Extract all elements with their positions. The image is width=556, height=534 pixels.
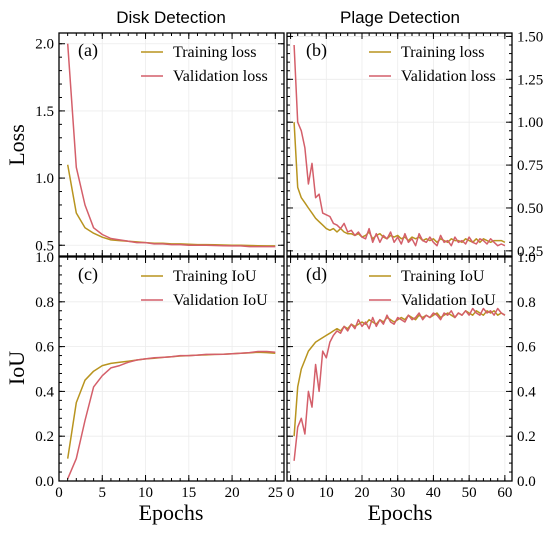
- xlabel-plage: Epochs: [368, 500, 433, 525]
- y-tick-label: 1.25: [517, 72, 543, 88]
- panel-d: 0.0 0.2 0.4 0.6 0.8 1.0 0 10 20 30 40 50 60 (d) Traini…: [286, 250, 536, 501]
- y-tick-label: 0.8: [517, 295, 536, 311]
- y-tick-label: 0.6: [517, 340, 536, 356]
- series-line-a-validation: [66, 43, 276, 248]
- x-tick-label: 50: [462, 485, 477, 501]
- y-tick-label: 1.0: [35, 171, 54, 187]
- x-tick-label: 10: [138, 485, 153, 501]
- panel-tag-c: (c): [78, 264, 98, 285]
- ticks-a: [58, 33, 285, 256]
- axes-frame-c: [58, 256, 285, 482]
- y-tick-label: 0.5: [35, 238, 54, 254]
- panel-a: 0.5 1.0 1.5 2.0 (a) Training loss Validation l…: [35, 32, 285, 257]
- ticks-c: [58, 256, 285, 482]
- panel-b: 0.25 0.50 0.75 1.00 1.25 1.50 (b) Training loss…: [286, 29, 543, 260]
- y-tick-label: 0.6: [35, 340, 54, 356]
- legend-b: Training loss Validation loss: [369, 44, 496, 85]
- legend-d: Training IoU Validation IoU: [369, 268, 496, 309]
- x-tick-label: 25: [268, 485, 283, 501]
- series-line-d-training: [293, 310, 506, 437]
- legend-label: Training IoU: [401, 268, 485, 285]
- legend-label: Validation IoU: [401, 292, 496, 309]
- xlabel-disk: Epochs: [139, 500, 204, 525]
- axes-frame-b: [286, 32, 513, 257]
- y-tick-label: 0.8: [35, 295, 54, 311]
- y-tick-label: 2.0: [35, 37, 54, 53]
- y-tick-label: 1.5: [35, 104, 54, 120]
- y-tick-label: 1.0: [517, 250, 536, 266]
- legend-label: Training IoU: [173, 268, 257, 285]
- x-tick-label: 40: [426, 485, 441, 501]
- series-line-b-training: [293, 122, 506, 244]
- column-title-plage: Plage Detection: [340, 8, 460, 27]
- grid-c: [58, 256, 284, 482]
- series-line-c-training: [66, 351, 276, 459]
- series-line-a-training: [66, 164, 276, 247]
- legend-label: Training loss: [401, 44, 484, 61]
- panel-tag-a: (a): [78, 40, 98, 61]
- legend-label: Training loss: [173, 44, 256, 61]
- x-tick-label: 60: [497, 485, 512, 501]
- legend-label: Validation loss: [173, 68, 268, 85]
- series-line-c-validation: [67, 350, 276, 480]
- y-tick-label: 1.50: [517, 29, 543, 45]
- x-tick-label: 20: [225, 485, 240, 501]
- panel-c: 0.0 0.2 0.4 0.6 0.8 1.0 0 5 10 15 20 25 (c) Training …: [35, 250, 285, 501]
- legend-label: Validation loss: [401, 68, 496, 85]
- ylabel-iou: IoU: [4, 351, 29, 385]
- y-tick-label: 0.50: [517, 201, 543, 217]
- ylabel-loss: Loss: [4, 124, 29, 166]
- x-tick-label: 5: [99, 485, 107, 501]
- x-tick-label: 0: [287, 485, 295, 501]
- series-line-d-validation: [293, 307, 506, 461]
- panel-tag-d: (d): [306, 264, 327, 285]
- grid-b: [287, 33, 512, 256]
- y-tick-label: 1.00: [517, 115, 543, 131]
- legend-a: Training loss Validation loss: [141, 44, 268, 85]
- legend-label: Validation IoU: [173, 292, 268, 309]
- x-tick-label: 30: [390, 485, 405, 501]
- panel-tag-b: (b): [306, 40, 327, 61]
- series-line-b-validation: [293, 44, 506, 247]
- x-tick-label: 0: [55, 485, 63, 501]
- y-tick-label: 1.0: [35, 250, 54, 266]
- x-tick-label: 10: [319, 485, 334, 501]
- legend-c: Training IoU Validation IoU: [141, 268, 268, 309]
- y-tick-label: 0.25: [517, 244, 543, 260]
- y-tick-label: 0.4: [35, 384, 54, 400]
- y-tick-label: 0.4: [517, 384, 536, 400]
- y-tick-label: 0.0: [35, 474, 54, 490]
- x-tick-label: 15: [181, 485, 196, 501]
- y-tick-label: 0.0: [517, 474, 536, 490]
- x-tick-label: 20: [355, 485, 370, 501]
- grid-a: [58, 33, 284, 256]
- column-title-disk: Disk Detection: [116, 8, 226, 27]
- axes-frame-a: [58, 32, 285, 257]
- axes-frame-d: [286, 256, 513, 482]
- y-tick-label: 0.2: [517, 429, 536, 445]
- y-tick-label: 0.2: [35, 429, 54, 445]
- y-tick-label: 0.75: [517, 158, 543, 174]
